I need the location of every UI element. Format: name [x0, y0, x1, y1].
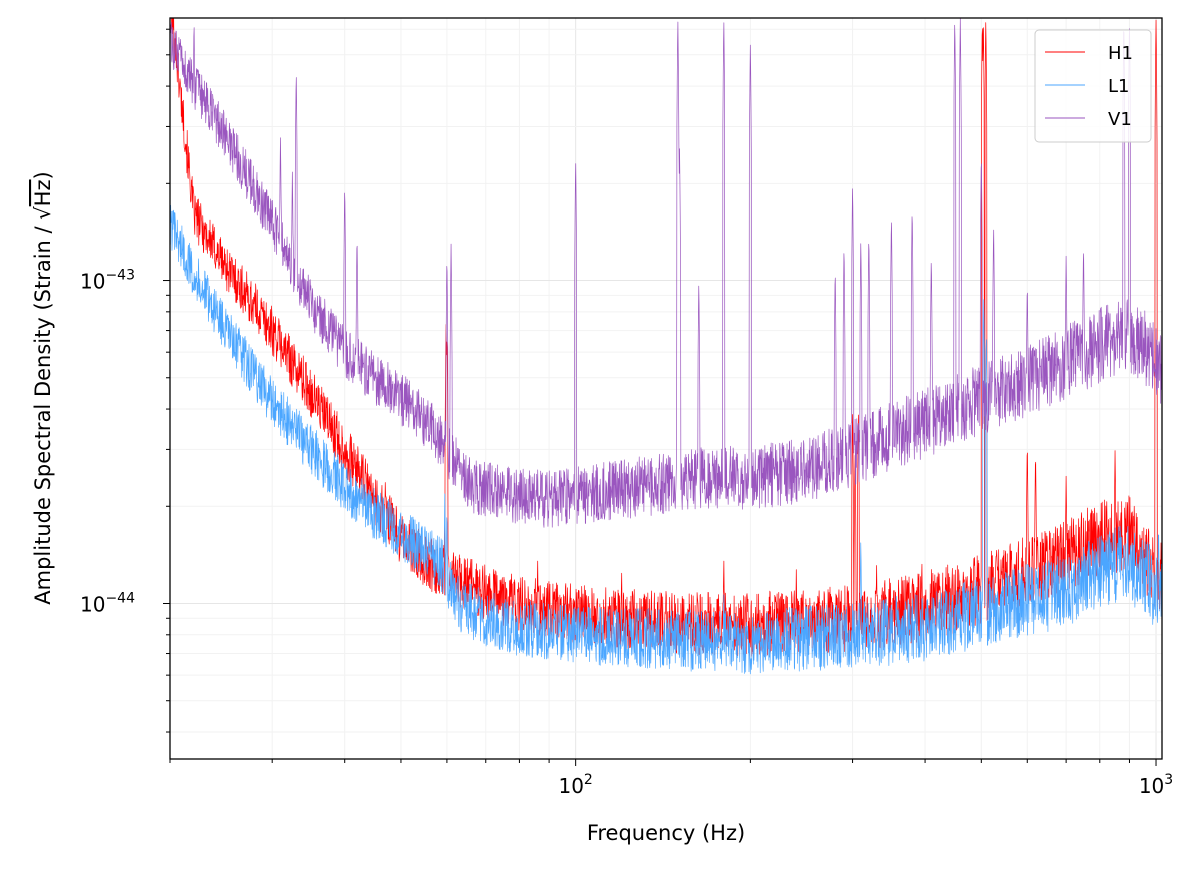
y-axis-label: Amplitude Spectral Density (Strain / √Hz…: [31, 171, 55, 604]
legend-label-h1: H1: [1108, 43, 1133, 64]
y-label-sqrt: √: [31, 206, 55, 220]
legend-label-l1: L1: [1108, 76, 1129, 97]
x-tick-label: 102: [558, 772, 592, 798]
series-group: [170, 18, 1162, 675]
series-line-v1: [170, 18, 1162, 528]
legend: H1 L1 V1: [1034, 29, 1152, 143]
x-tick-label: 103: [1139, 772, 1173, 798]
legend-label-v1: V1: [1108, 109, 1132, 130]
legend-box: [1034, 29, 1152, 143]
x-axis-label: Frequency (Hz): [587, 821, 745, 845]
y-label-unit: Hz: [31, 179, 55, 206]
series-line-l1: [170, 205, 1162, 675]
axis-ticks: 102 103 10−44 10−43: [80, 28, 1173, 798]
y-label-prefix: Amplitude Spectral Density (Strain /: [31, 220, 55, 605]
y-tick-label: 10−43: [80, 268, 135, 294]
series-line-h1: [171, 18, 1162, 657]
plot-frame: [169, 17, 1163, 760]
y-tick-label: 10−44: [80, 590, 135, 616]
y-label-suffix: ): [31, 171, 55, 179]
